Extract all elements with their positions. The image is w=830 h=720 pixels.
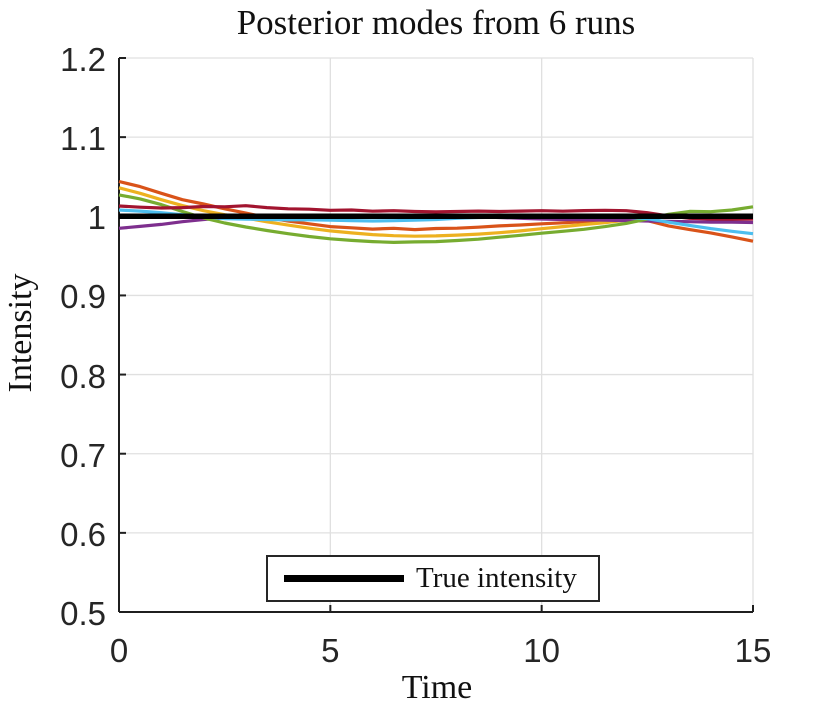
chart-title: Posterior modes from 6 runs bbox=[236, 3, 636, 42]
x-tick-label: 5 bbox=[321, 632, 340, 669]
x-axis-label: Time bbox=[401, 669, 473, 706]
y-tick-label: 1 bbox=[87, 199, 106, 237]
x-tick-label: 0 bbox=[109, 632, 129, 669]
legend-entry-label: True intensity bbox=[416, 562, 577, 594]
y-tick-label: 0.7 bbox=[60, 436, 106, 474]
legend: True intensity bbox=[266, 555, 600, 602]
y-tick-label: 1.1 bbox=[60, 120, 106, 158]
y-tick-label: 0.5 bbox=[60, 595, 106, 632]
series-run-6-line bbox=[118, 204, 754, 221]
y-tick-label: 1.2 bbox=[60, 41, 106, 78]
x-tick-label: 10 bbox=[523, 632, 561, 669]
legend-line-sample bbox=[284, 575, 404, 582]
y-tick-label: 0.8 bbox=[60, 357, 106, 395]
y-tick-label: 0.6 bbox=[60, 515, 106, 553]
y-tick-label: 0.9 bbox=[60, 278, 106, 316]
y-axis-label: Intensity bbox=[2, 273, 39, 393]
x-tick-label: 15 bbox=[734, 632, 772, 669]
